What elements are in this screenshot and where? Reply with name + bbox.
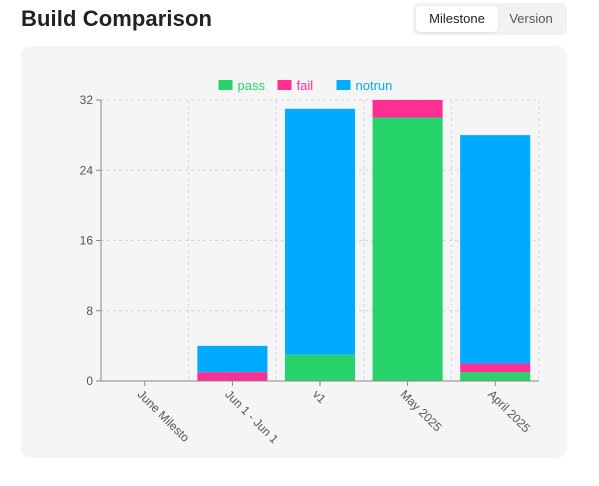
x-tick-label: v1 <box>310 387 329 406</box>
stacked-bar-chart: 0 8 16 24 32 June Milesto Jun 1 - Jun 1 v1 May 2… <box>80 78 540 446</box>
version-toggle-button[interactable]: Version <box>509 11 553 26</box>
y-tick-label: 32 <box>80 93 94 107</box>
bar-fail <box>460 363 531 373</box>
bar-notrun <box>460 135 531 364</box>
x-tick-label: Jun 1 - Jun 1 <box>222 387 281 446</box>
y-tick-label: 0 <box>86 374 93 388</box>
bar-pass <box>284 354 356 381</box>
y-tick-label: 24 <box>80 163 94 177</box>
legend-swatch-pass <box>218 80 233 90</box>
y-tick-label: 8 <box>86 304 93 318</box>
chart-card: 0 8 16 24 32 June Milesto Jun 1 - Jun 1 v1 May 2… <box>21 46 567 458</box>
x-tick-label: April 2025 <box>485 387 533 435</box>
legend-label-notrun: notrun <box>356 78 393 93</box>
bar-notrun <box>284 108 356 355</box>
legend-swatch-fail <box>277 80 292 90</box>
legend-label-pass: pass <box>238 78 266 93</box>
bar-pass <box>460 372 531 381</box>
legend-label-fail: fail <box>297 78 314 93</box>
legend-swatch-notrun <box>336 80 351 90</box>
page-title: Build Comparison <box>21 6 213 31</box>
bar-pass <box>372 117 443 381</box>
x-tick-label: May 2025 <box>397 387 444 434</box>
x-tick-label: June Milesto <box>135 387 193 445</box>
bar-fail <box>372 100 443 118</box>
bar-notrun <box>197 345 268 373</box>
y-tick-label: 16 <box>80 234 94 248</box>
bar-fail <box>197 372 268 381</box>
view-toggle: Milestone Version <box>413 3 567 35</box>
milestone-toggle-button[interactable]: Milestone <box>416 6 498 32</box>
